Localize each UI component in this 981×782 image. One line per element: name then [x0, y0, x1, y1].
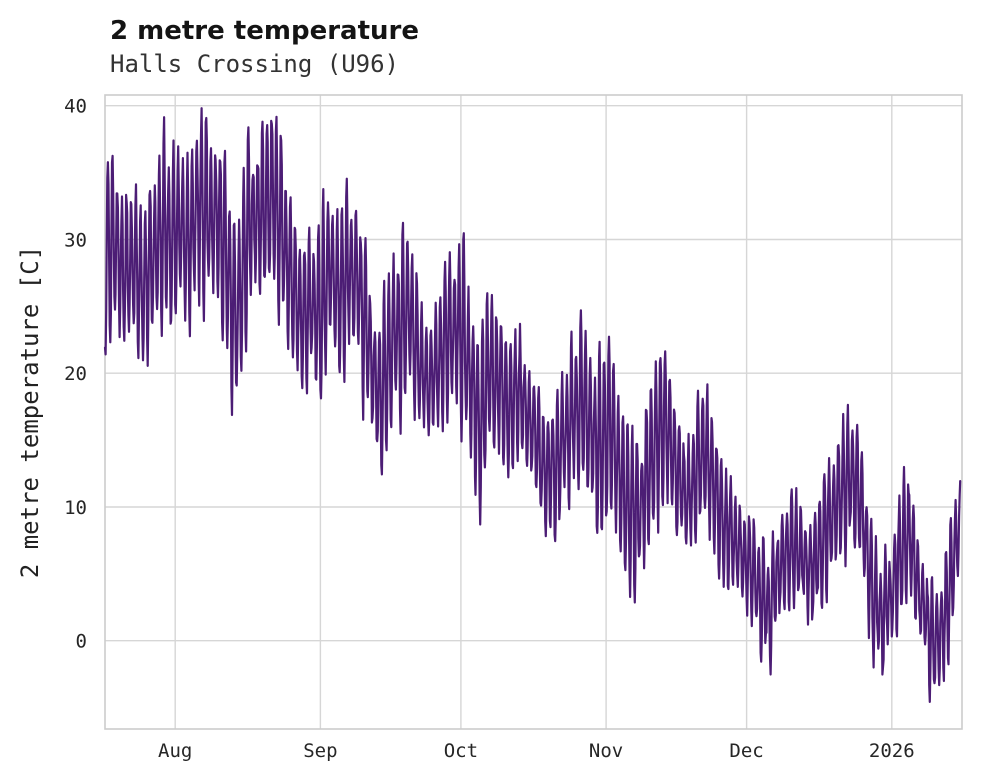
svg-text:0: 0	[76, 631, 87, 653]
chart-title: 2 metre temperature	[110, 16, 419, 46]
chart-subtitle: Halls Crossing (U96)	[110, 50, 399, 78]
svg-text:Aug: Aug	[158, 740, 192, 762]
svg-text:Oct: Oct	[444, 740, 478, 762]
svg-text:Nov: Nov	[589, 740, 623, 762]
svg-text:2026: 2026	[869, 740, 915, 762]
svg-text:30: 30	[64, 230, 87, 252]
svg-text:Dec: Dec	[729, 740, 763, 762]
svg-text:Sep: Sep	[303, 740, 337, 762]
svg-text:40: 40	[64, 96, 87, 118]
svg-text:10: 10	[64, 497, 87, 519]
svg-text:20: 20	[64, 363, 87, 385]
